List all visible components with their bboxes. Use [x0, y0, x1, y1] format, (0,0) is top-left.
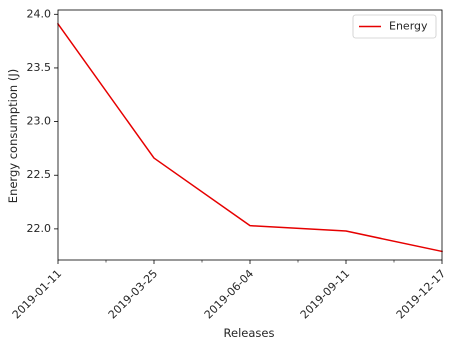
y-axis-label: Energy consumption (J) — [6, 69, 20, 203]
y-axis-ticks: 22.0 22.5 23.0 23.5 24.0 — [27, 7, 58, 235]
axes-frame — [57, 9, 443, 261]
y-tick-label-1: 22.5 — [27, 168, 52, 181]
legend-label-energy: Energy — [389, 20, 428, 33]
plot-background — [58, 10, 442, 260]
y-tick-label-2: 23.0 — [27, 115, 52, 128]
legend-box — [352, 14, 437, 39]
y-tick-label-0: 22.0 — [27, 222, 52, 235]
plot-area — [58, 10, 442, 260]
series-line-energy — [56, 22, 443, 253]
axes-border — [57, 9, 443, 261]
y-tick-label-4: 24.0 — [27, 7, 52, 20]
series-layer — [56, 22, 443, 253]
legend: Energy — [352, 14, 437, 39]
y-tick-label-3: 23.5 — [27, 61, 52, 74]
x-axis-label: Releases — [224, 326, 275, 340]
